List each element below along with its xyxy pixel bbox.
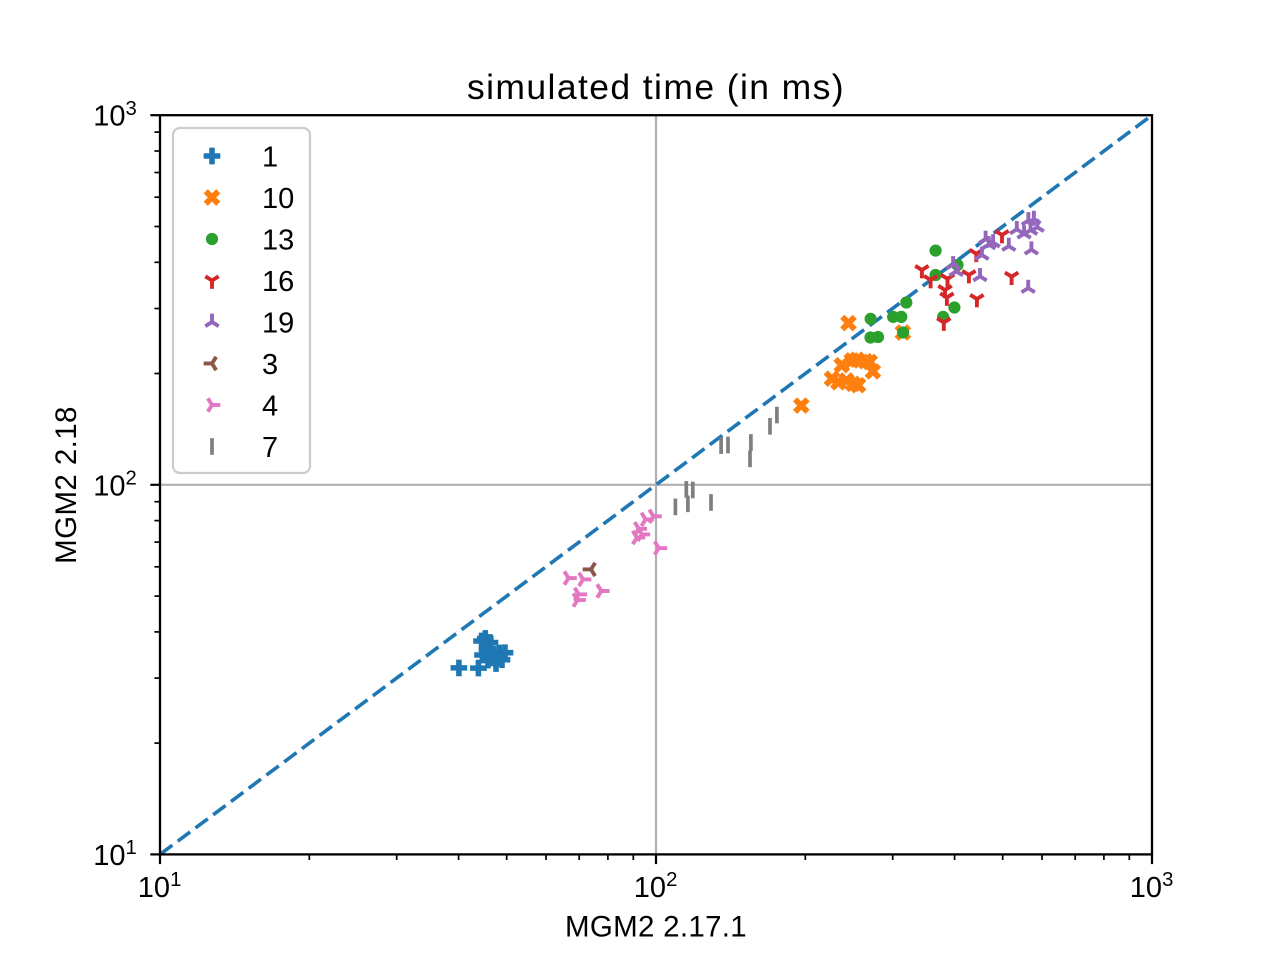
- svg-text:simulated time (in ms): simulated time (in ms): [467, 67, 845, 107]
- svg-text:3: 3: [262, 349, 278, 381]
- svg-text:MGM2 2.17.1: MGM2 2.17.1: [565, 910, 747, 943]
- svg-text:19: 19: [262, 308, 294, 340]
- svg-text:1: 1: [262, 142, 278, 174]
- svg-text:7: 7: [262, 432, 278, 464]
- svg-text:MGM2 2.18: MGM2 2.18: [50, 406, 83, 564]
- svg-text:10: 10: [262, 183, 294, 215]
- svg-text:4: 4: [262, 391, 278, 423]
- svg-text:16: 16: [262, 266, 294, 298]
- svg-text:13: 13: [262, 225, 294, 257]
